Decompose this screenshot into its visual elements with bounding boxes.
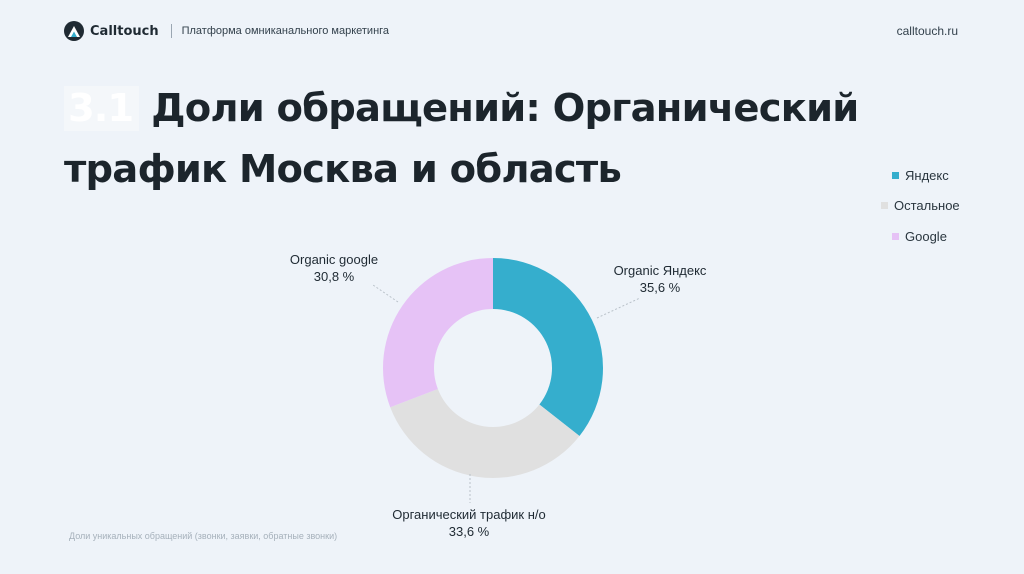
slice-label-google: Organic google — [290, 252, 378, 267]
title-line-1: Доли обращений: Органический — [151, 86, 859, 131]
slice-label-other: Органический трафик н/о — [392, 507, 546, 522]
slice-yandex — [493, 258, 603, 436]
footnote: Доли уникальных обращений (звонки, заявк… — [69, 531, 338, 541]
legend-swatch-other — [881, 202, 888, 210]
section-number: 3.1 — [64, 86, 140, 131]
site-link[interactable]: calltouch.ru — [896, 24, 958, 38]
slice-other — [390, 389, 580, 478]
slice-label-yandex: Organic Яндекс — [614, 263, 707, 278]
chart-legend: Яндекс Остальное Google — [881, 160, 960, 252]
leader-line-yandex — [596, 297, 641, 319]
legend-label-google: Google — [905, 228, 947, 244]
legend-label-other: Остальное — [894, 198, 960, 214]
legend-swatch-yandex — [892, 171, 899, 179]
slide-title: 3.1 Доли обращений: Органический трафик М… — [64, 78, 904, 200]
brand-tagline: Платформа омниканального маркетинга — [181, 25, 390, 37]
leader-line-google — [372, 284, 399, 303]
header-divider — [170, 24, 172, 38]
slice-value-other: 33,6 % — [449, 524, 490, 539]
slice-google — [383, 258, 493, 408]
slice-value-google: 30,8 % — [314, 269, 355, 284]
title-line-2: трафик Москва и область — [64, 147, 622, 192]
legend-item-yandex: Яндекс — [892, 160, 960, 191]
legend-item-other: Остальное — [881, 191, 960, 222]
brand-logo[interactable]: Calltouch Платформа омниканального марке… — [64, 21, 389, 41]
calltouch-logo-icon — [64, 21, 84, 41]
legend-label-yandex: Яндекс — [905, 167, 949, 183]
legend-item-google: Google — [892, 221, 960, 252]
brand-name: Calltouch — [90, 23, 159, 39]
slice-value-yandex: 35,6 % — [640, 280, 681, 295]
legend-swatch-google — [892, 232, 899, 240]
